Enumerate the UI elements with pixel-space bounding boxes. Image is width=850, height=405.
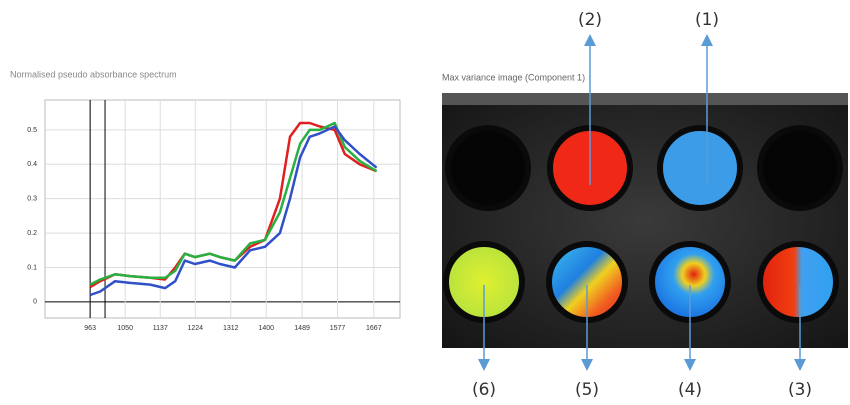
chart-title: Normalised pseudo absorbance spectrum [10, 69, 177, 79]
page: {"chart_data": {"type": "line", "title":… [0, 0, 850, 405]
y-tick-label: 0.2 [27, 230, 37, 237]
x-tick-label: 1312 [223, 325, 239, 332]
plot-frame [45, 100, 400, 318]
x-tick-label: 1489 [294, 325, 310, 332]
x-tick-label: 1400 [258, 325, 274, 332]
x-tick-label: 1137 [153, 325, 168, 332]
label: (1) [695, 10, 719, 30]
well [660, 128, 740, 208]
well [760, 128, 840, 208]
image-title: Max variance image (Component 1) [442, 72, 585, 82]
label: (3) [788, 380, 812, 400]
image-header [442, 93, 848, 105]
y-tick-label: 0.5 [27, 127, 37, 134]
y-tick-label: 0.3 [27, 196, 37, 203]
label: (6) [472, 380, 496, 400]
label: (2) [578, 10, 602, 30]
y-tick-label: 0.1 [27, 264, 37, 271]
well [448, 128, 528, 208]
label: (4) [678, 380, 702, 400]
x-tick-label: 1577 [330, 325, 346, 332]
x-tick-label: 1667 [366, 325, 382, 332]
label: (5) [575, 380, 599, 400]
x-tick-label: 1224 [188, 325, 204, 332]
x-tick-label: 1050 [117, 325, 133, 332]
screen: Normalised pseudo absorbance spectrum 0 0… [0, 0, 850, 405]
x-tick-label: 963 [84, 325, 96, 332]
well [760, 244, 836, 320]
y-tick-label: 0.4 [27, 161, 37, 168]
y-tick-label: 0 [33, 299, 37, 306]
